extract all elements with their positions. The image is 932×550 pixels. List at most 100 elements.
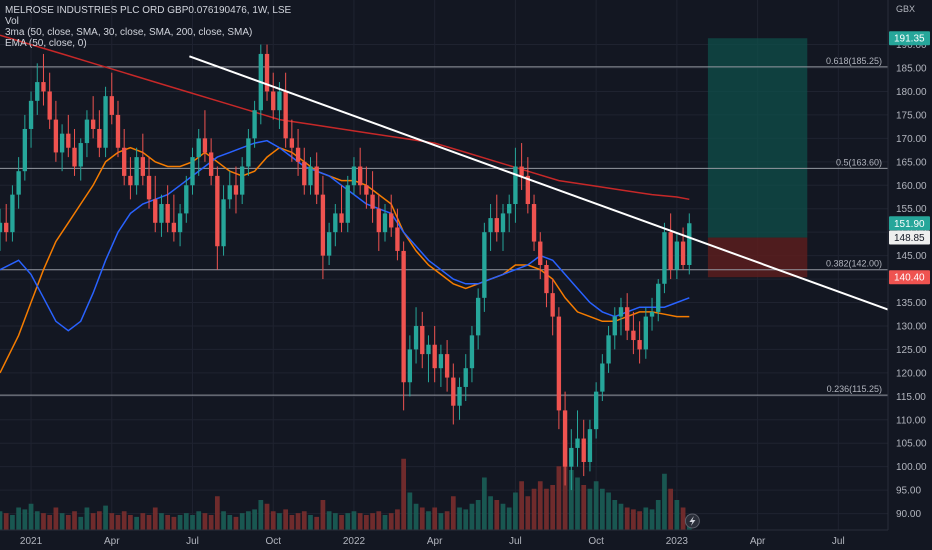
candle-body [525,175,531,205]
volume-bar [134,516,139,530]
volume-bar [655,500,661,530]
volume-bar [326,511,332,530]
time-tick-label: Jul [186,536,199,547]
candle-body [612,316,617,336]
volume-bar [295,513,301,530]
price-badge [889,230,930,245]
candle-body [134,157,139,186]
volume-bar [364,515,369,530]
candle-body [407,349,413,383]
volume-bar [593,481,599,530]
time-tick-label: Jul [509,536,522,547]
fib-label: 0.236(115.25) [827,384,882,394]
volume-bar [357,513,363,530]
candle-body [84,119,90,144]
volume-bar [463,509,469,530]
price-tick-label: 130.00 [896,321,927,332]
volume-bar [277,513,282,530]
volume-bar [413,503,419,530]
volume-bar [537,481,543,530]
volume-bar [531,488,537,530]
volume-bar [177,515,183,530]
volume-bar [407,492,413,530]
candle-body [494,218,499,233]
candle-body [233,185,239,195]
candle-body [289,138,295,148]
price-tick-label: 120.00 [896,368,927,379]
volume-bar [65,515,71,530]
candle-body [364,185,369,195]
volume-bar [482,477,487,530]
candle-body [128,175,133,186]
volume-bar [587,488,593,530]
candle-body [314,166,319,195]
volume-bar [0,511,3,530]
time-axis[interactable]: 2021 Apr Jul Oct 2022 Apr Jul Oct 2023 Apr Jul [0,529,932,550]
trendline[interactable] [189,55,889,311]
volume-bar [544,488,549,530]
long-position-zones[interactable] [707,38,808,278]
candle-body [625,307,630,331]
candle-body [159,204,164,223]
candle-body [575,438,580,448]
candle-body [320,194,326,256]
candle-body [382,213,388,233]
volume-bar [419,507,425,530]
volume-bar [190,515,195,530]
volume-bar [34,511,40,530]
volume-indicator-label[interactable]: Vol [5,16,19,27]
volume-bar [395,509,400,530]
candle-body [668,232,673,270]
volume-bar [283,509,289,530]
time-tick-label: 2023 [666,536,689,547]
volume-bar [488,496,493,530]
candle-body [389,213,394,228]
volume-bar [233,516,239,530]
candle-body [177,213,183,233]
volume-bar [221,511,226,530]
candle-body [538,241,543,265]
volume-bar [631,509,636,530]
volume-bar [581,485,587,530]
time-tick-label: 2022 [343,536,366,547]
volume-bar [109,513,115,530]
candle-body [444,354,450,378]
volume-bar [556,466,562,530]
volume-bar [606,492,611,530]
volume-bar [165,515,171,530]
ema-indicator-label[interactable]: EMA (50, close, 0) [5,38,87,49]
candle-body [426,344,431,355]
candle-body [165,204,170,223]
volume-bar [16,507,21,530]
candle-body [115,114,121,148]
symbol-title[interactable]: MELROSE INDUSTRIES PLC ORD GBP0.07619047… [5,5,292,16]
candle-body [41,82,46,92]
ma-indicator-label[interactable]: 3ma (50, close, SMA, 30, close, SMA, 200… [5,27,253,38]
candle-body [190,157,195,186]
price-axis-labels: 191.35 151.90 148.85 140.40 [889,31,930,285]
lightning-icon[interactable] [684,513,700,529]
volume-bar [314,516,320,530]
candle-body [488,218,493,233]
candle-body [295,147,301,162]
fibonacci-levels[interactable]: 0.618(185.25) 0.5(163.60) 0.382(142.00) 0.2… [0,56,888,396]
candle-body [469,335,475,369]
volume-bar [475,500,481,530]
candle-body [109,96,114,115]
candle-body [680,241,686,265]
candle-body [569,447,574,467]
volume-bar [183,513,189,530]
candle-body [66,133,71,148]
price-tick-label: 145.00 [896,251,927,262]
candle-body [302,161,307,186]
candle-body [562,410,568,467]
volume-bar [78,516,84,530]
price-tick-label: 170.00 [896,134,927,145]
candle-body [59,133,65,153]
candle-body [333,213,338,233]
volume-bar [72,511,77,530]
candle-body [339,213,344,223]
fib-label: 0.618(185.25) [826,56,882,66]
candle-body [184,185,189,214]
